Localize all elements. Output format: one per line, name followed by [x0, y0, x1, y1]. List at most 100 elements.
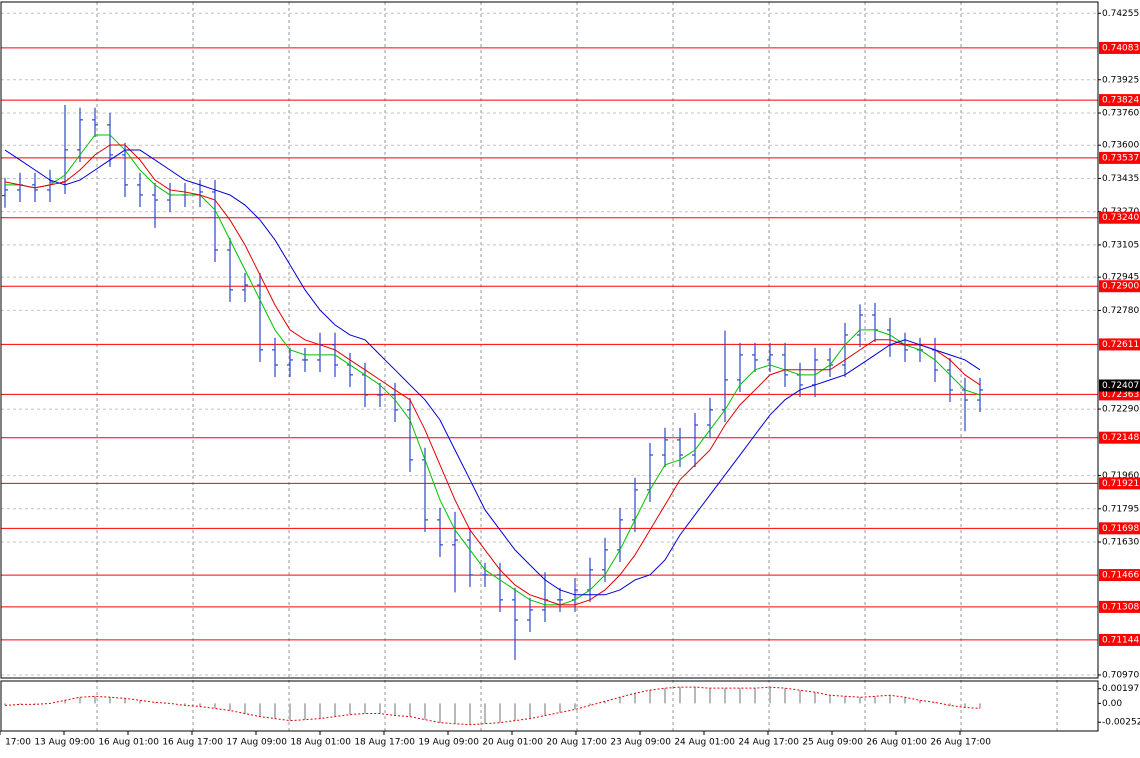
oscillator-bar	[559, 703, 561, 713]
level-label-box	[1099, 569, 1140, 582]
oscillator-bar	[784, 688, 786, 704]
level-label-box	[1099, 633, 1140, 646]
level-label: 0.71921	[1102, 479, 1139, 489]
oscillator-bar	[154, 702, 156, 704]
oscillator-bar	[319, 703, 321, 719]
level-label: 0.71698	[1102, 524, 1139, 534]
level-label: 0.72363	[1102, 390, 1139, 400]
oscillator-bar	[544, 703, 546, 716]
x-tick-label: 16 Aug 17:00	[162, 738, 223, 748]
oscillator-bar	[964, 703, 966, 708]
last-price-label: 0.72407	[1102, 381, 1139, 391]
oscillator-bar	[889, 695, 891, 704]
y-tick-label: 0.73925	[1102, 75, 1139, 85]
y-tick-label: 0.73600	[1102, 141, 1139, 151]
y-tick-label: 0.74255	[1102, 9, 1139, 19]
oscillator-bar	[829, 695, 831, 704]
oscillator-bar	[904, 697, 906, 704]
oscillator-bar	[499, 703, 501, 723]
oscillator-bar	[424, 703, 426, 720]
y-tick-label: 0.72290	[1102, 405, 1139, 415]
oscillator-bar	[109, 697, 111, 704]
oscillator-bar	[19, 703, 21, 705]
oscillator-bar	[679, 687, 681, 704]
oscillator-frame	[0, 680, 1099, 732]
oscillator-bar	[4, 703, 6, 706]
oscillator-bar	[874, 696, 876, 704]
oscillator-bar	[709, 688, 711, 704]
oscillator-bar	[469, 703, 471, 725]
oscillator-tick-label: 0.00	[1102, 699, 1122, 709]
level-label: 0.73240	[1102, 213, 1139, 223]
level-label-box	[1099, 211, 1140, 224]
x-tick-label: 20 Aug 01:00	[482, 738, 543, 748]
oscillator-bar	[934, 702, 936, 704]
y-tick-label: 0.72780	[1102, 306, 1139, 316]
oscillator-bar	[274, 703, 276, 719]
y-tick-label: 0.73105	[1102, 240, 1139, 250]
oscillator-bar	[574, 703, 576, 710]
level-label: 0.71466	[1102, 571, 1139, 581]
oscillator-bar	[799, 690, 801, 704]
level-label: 0.71308	[1102, 602, 1139, 612]
oscillator-bar	[739, 688, 741, 704]
moving-average	[4, 149, 981, 596]
plot-frame	[0, 1, 1099, 679]
x-tick-label: 19 Aug 09:00	[418, 738, 479, 748]
level-label: 0.74083	[1102, 43, 1139, 53]
x-tick-label: 16 Aug 01:00	[98, 738, 159, 748]
time-grid	[96, 2, 1058, 731]
oscillator-bar	[259, 703, 261, 717]
oscillator-bar	[94, 696, 96, 704]
level-label-box	[1099, 600, 1140, 613]
y-tick-label: 0.71795	[1102, 504, 1139, 514]
x-tick-label: 25 Aug 09:00	[802, 738, 863, 748]
oscillator-bar	[439, 703, 441, 723]
oscillator-bar	[394, 703, 396, 716]
moving-average	[4, 144, 981, 606]
oscillator-bar	[844, 696, 846, 704]
oscillator-bar	[634, 693, 636, 704]
y-tick-label: 0.72945	[1102, 273, 1139, 283]
oscillator-bar	[514, 703, 516, 721]
oscillator-bar	[589, 703, 591, 706]
level-label-box	[1099, 522, 1140, 535]
oscillator-bar	[859, 697, 861, 704]
level-label: 0.73824	[1102, 96, 1139, 106]
level-label-box	[1099, 151, 1140, 164]
level-label-box	[1099, 431, 1140, 444]
oscillator-bar	[979, 703, 981, 709]
oscillator-bar	[649, 690, 651, 704]
level-label-box	[1099, 477, 1140, 490]
oscillator-bar	[139, 700, 141, 704]
x-tick-label: 24 Aug 17:00	[738, 738, 799, 748]
x-tick-label: 17 Aug 09:00	[226, 738, 287, 748]
oscillator-bar	[949, 703, 951, 706]
level-label-box	[1099, 338, 1140, 351]
oscillator-bar	[379, 703, 381, 714]
x-tick-label: 18 Aug 01:00	[290, 738, 351, 748]
oscillator-bar	[334, 703, 336, 717]
oscillator-bar	[124, 698, 126, 704]
oscillator-bar	[664, 688, 666, 704]
oscillator-bar	[199, 703, 201, 707]
oscillator-bar	[409, 703, 411, 717]
y-tick-label: 0.73435	[1102, 174, 1139, 184]
oscillator-bar	[79, 697, 81, 704]
level-label-box	[1099, 280, 1140, 293]
oscillator-bar	[529, 703, 531, 719]
oscillator-bar	[304, 703, 306, 720]
oscillator-bar	[454, 703, 456, 724]
x-tick-label: 20 Aug 17:00	[546, 738, 607, 748]
y-tick-label: 0.73760	[1102, 108, 1139, 118]
oscillator-line	[4, 686, 981, 726]
last-price-box	[1099, 379, 1140, 392]
moving-average	[5, 134, 981, 606]
y-tick-label: 0.71630	[1102, 538, 1139, 548]
x-tick-label: 26 Aug 17:00	[930, 738, 991, 748]
level-label-box	[1099, 41, 1140, 54]
oscillator-bar	[214, 703, 216, 709]
y-tick-label: 0.70970	[1102, 670, 1139, 680]
